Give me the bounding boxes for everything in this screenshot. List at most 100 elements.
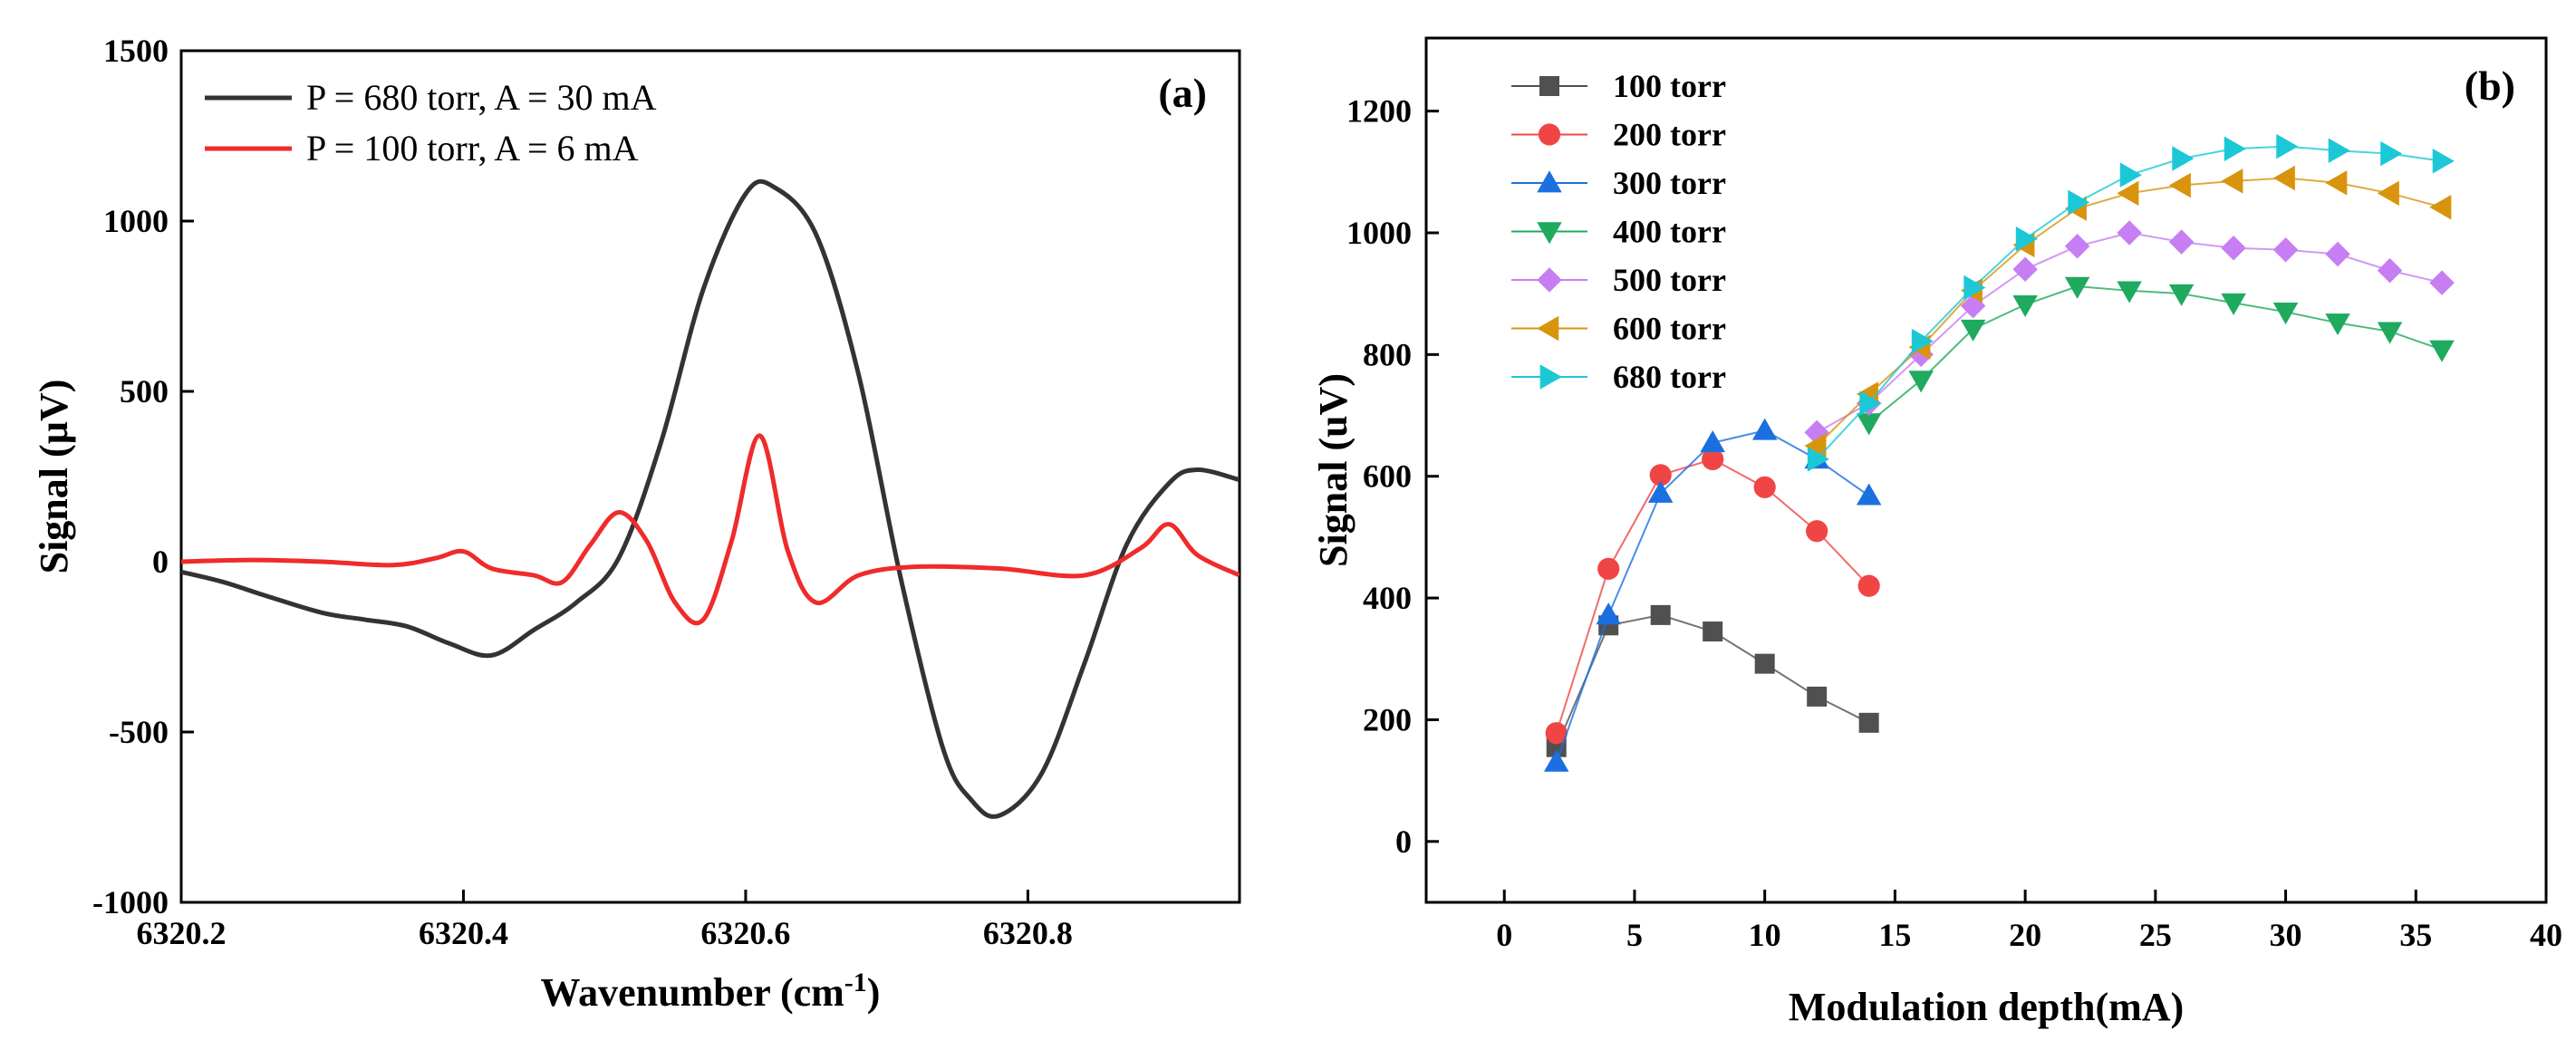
data-point: [2272, 303, 2299, 325]
data-point: [2377, 322, 2403, 344]
data-point: [1753, 476, 1776, 498]
series-line-100-torr: [181, 433, 1240, 626]
series-680-torr: [1807, 133, 2455, 472]
series-300-torr: [1543, 418, 1882, 772]
data-point: [2015, 226, 2038, 252]
series-line-680-torr: [181, 178, 1240, 819]
legend-marker: [1538, 123, 1561, 146]
series-500-torr: [1804, 220, 2455, 446]
y-tick-label: 1000: [1346, 215, 1412, 251]
y-tick-label: 400: [1363, 580, 1412, 616]
legend-label: 500 torr: [1613, 262, 1726, 298]
legend-marker: [1537, 315, 1559, 342]
data-point: [2377, 257, 2403, 284]
panel-label-b: (b): [2465, 63, 2515, 109]
legend-label: 300 torr: [1613, 165, 1726, 201]
data-point: [2328, 138, 2350, 164]
x-tick-label: 35: [2399, 917, 2432, 953]
data-point: [1807, 447, 1829, 472]
legend-marker: [1537, 222, 1562, 245]
y-tick-label: -500: [109, 714, 169, 750]
legend-marker: [1539, 76, 1559, 96]
data-point: [2117, 220, 2142, 246]
data-point: [2117, 180, 2139, 207]
data-point: [1807, 686, 1828, 707]
data-point: [1647, 480, 1674, 503]
data-point: [1702, 448, 1724, 471]
legend-label: P = 100 torr, A = 6 mA: [306, 128, 639, 169]
series-line: [1555, 429, 1870, 763]
x-tick-label: 6320.6: [700, 915, 790, 951]
data-point: [2064, 234, 2090, 259]
x-tick-label: 15: [1878, 917, 1911, 953]
x-axis-label: Modulation depth(mA): [1789, 985, 2184, 1029]
data-point: [1960, 319, 1986, 342]
chart-b: 0 200 400 600 800 1000 1200 0 5 10 15 20 25 30 35 40 Sig…: [1311, 36, 2562, 1029]
data-point: [2068, 189, 2090, 216]
data-point: [1597, 557, 1620, 580]
y-tick-label: 1200: [1346, 93, 1412, 130]
legend-label: 100 torr: [1613, 68, 1726, 104]
data-point: [1543, 749, 1569, 772]
y-axis-label: Signal (µV): [32, 380, 76, 574]
data-point: [1804, 433, 1827, 458]
x-tick-label: 25: [2139, 917, 2172, 953]
data-point: [2325, 313, 2350, 336]
data-point: [1545, 722, 1568, 745]
data-point: [1703, 621, 1723, 642]
data-point: [1911, 328, 1934, 354]
data-point: [1856, 483, 1882, 506]
y-tick-label: 1000: [103, 203, 169, 239]
data-point: [2168, 229, 2195, 255]
data-point: [1858, 712, 1879, 733]
data-point: [1751, 418, 1778, 440]
legend-marker: [1539, 364, 1562, 390]
data-point: [2172, 146, 2195, 171]
data-point: [1596, 602, 1621, 625]
data-point: [2012, 294, 2038, 318]
legend-marker: [1537, 267, 1562, 293]
data-point: [2276, 133, 2299, 159]
series-100-torr: [1546, 604, 1879, 757]
x-tick-label: 10: [1749, 917, 1781, 953]
plot-frame: [179, 49, 1241, 904]
data-point: [2325, 241, 2350, 267]
data-point: [1856, 413, 1882, 436]
series-600-torr: [1804, 165, 2452, 458]
y-axis-label: Signal (uV): [1311, 373, 1356, 567]
x-tick-label: 30: [2270, 917, 2302, 953]
data-point: [2272, 237, 2299, 263]
data-point: [1649, 464, 1672, 486]
legend-marker: [1537, 170, 1562, 193]
series-line: [1816, 231, 2443, 434]
data-point: [1859, 390, 1882, 416]
x-tick-label: 6320.2: [137, 915, 227, 951]
legend-label: 400 torr: [1613, 214, 1726, 250]
data-point: [1857, 574, 1880, 597]
x-tick-label: 20: [2009, 917, 2041, 953]
data-point: [1650, 604, 1671, 625]
data-point: [2119, 162, 2142, 188]
y-tick-label: -1000: [92, 884, 169, 920]
y-tick-label: 0: [1395, 824, 1412, 860]
data-point: [2429, 340, 2455, 362]
data-point: [2429, 195, 2452, 220]
data-point: [2221, 169, 2243, 194]
y-tick-label: 200: [1363, 701, 1412, 737]
legend-label: 600 torr: [1613, 311, 1726, 347]
data-point: [2168, 284, 2195, 306]
data-point: [2377, 180, 2399, 207]
data-point: [2012, 256, 2038, 283]
data-point: [2432, 148, 2455, 174]
data-point: [2429, 270, 2455, 295]
data-point: [2168, 172, 2191, 198]
legend-label: 680 torr: [1613, 359, 1726, 395]
series-line: [1868, 285, 2443, 424]
data-point: [2224, 136, 2246, 162]
data-point: [2117, 281, 2142, 303]
x-tick-label: 5: [1626, 917, 1643, 953]
data-point: [2325, 170, 2348, 196]
data-point: [1754, 653, 1775, 674]
y-tick-label: 1500: [103, 33, 169, 69]
